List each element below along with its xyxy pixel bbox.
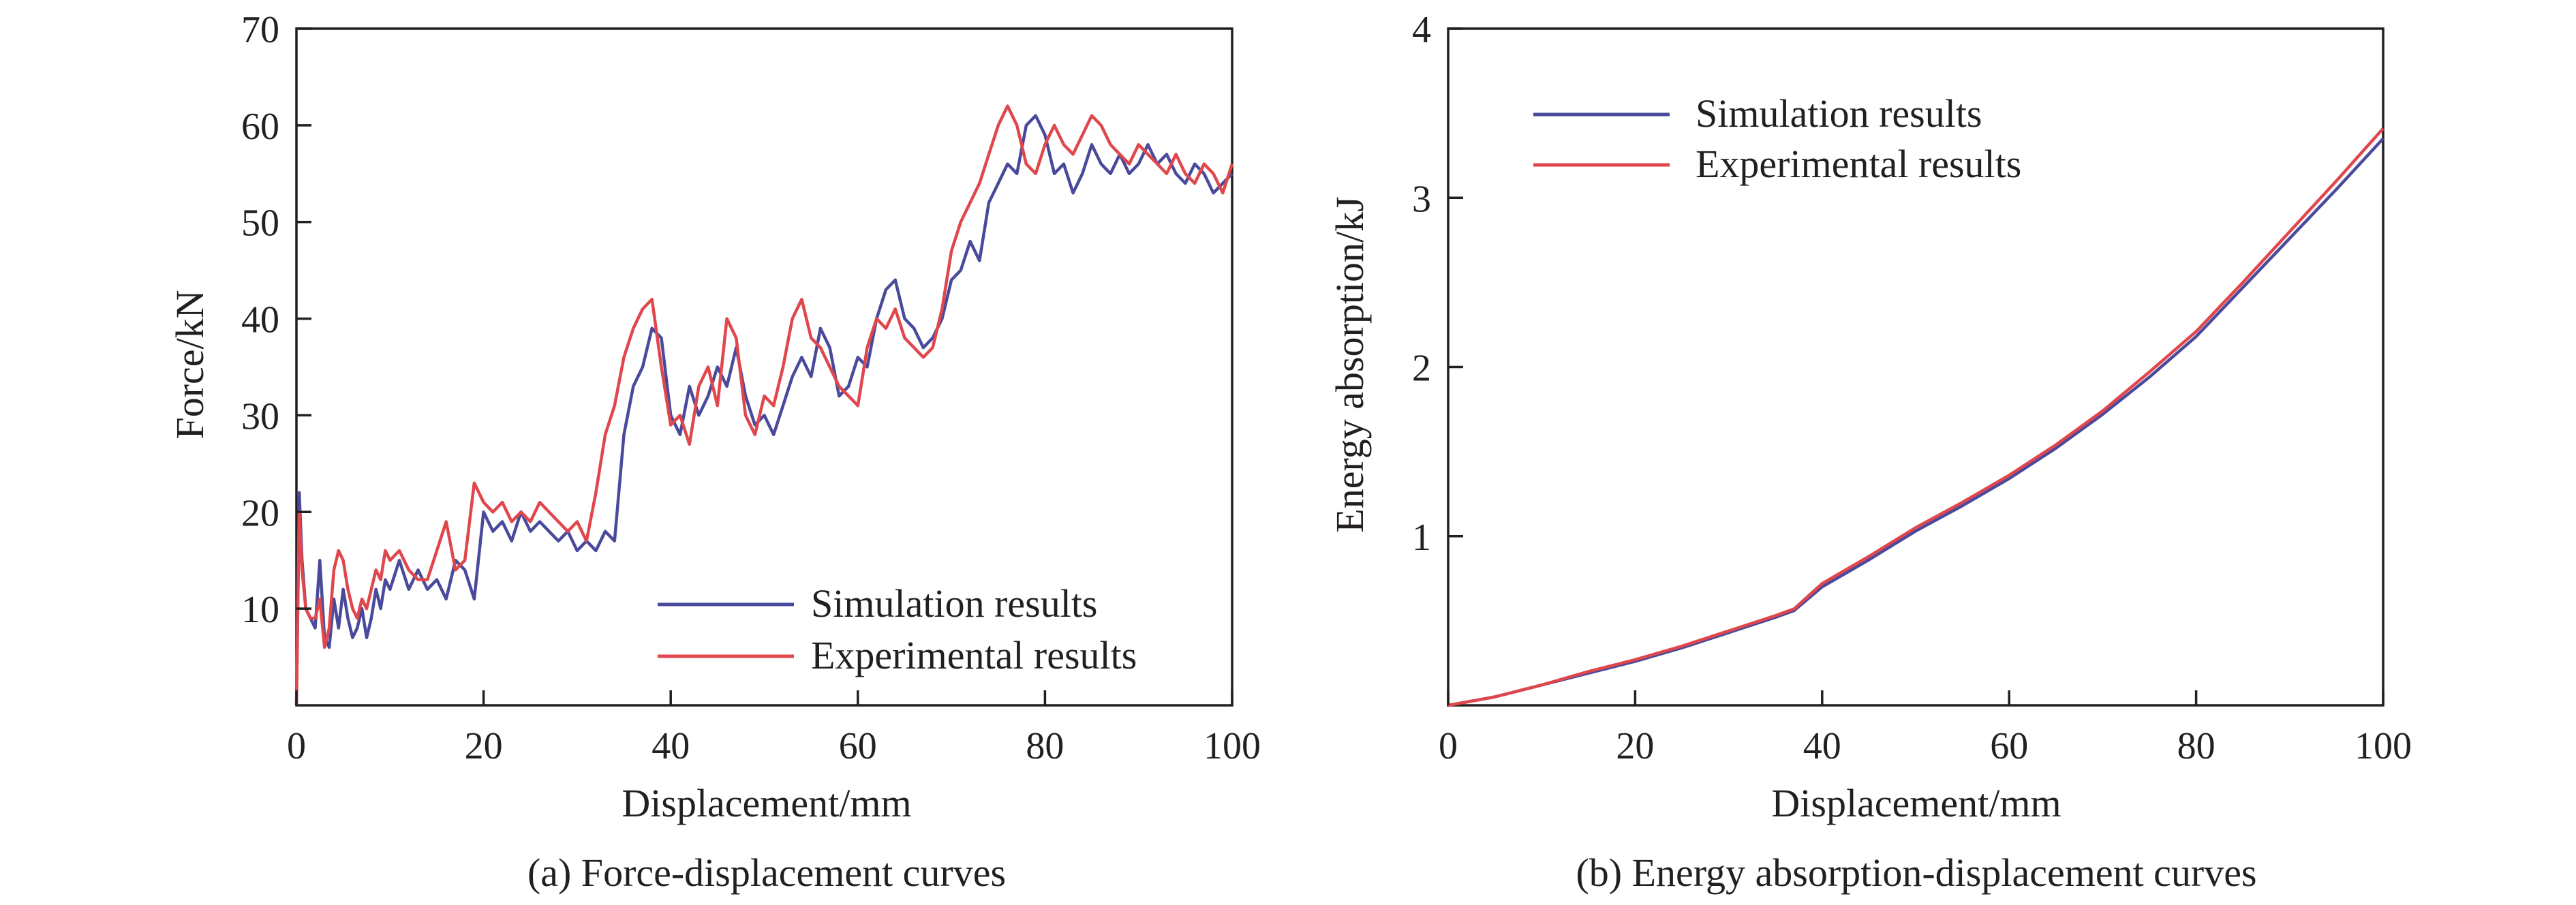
- y-tick-label: 60: [241, 106, 279, 148]
- x-axis-label: Displacement/mm: [622, 781, 911, 825]
- y-tick-label: 20: [241, 492, 279, 534]
- x-tick-label: 80: [2177, 725, 2215, 767]
- panel-energy-absorption: 0 20 40 60 80 100 1 2 3 4 Displacement/mm Energy …: [1328, 9, 2412, 895]
- legend: Simulation results Experimental results: [1533, 91, 2021, 186]
- series-line-simulation: [1447, 137, 2385, 707]
- x-axis-label: Displacement/mm: [1771, 781, 2061, 825]
- y-tick-label: 40: [241, 299, 279, 341]
- series-group: [1447, 127, 2385, 707]
- x-tick-label: 80: [1026, 725, 1064, 767]
- y-tick-label: 3: [1412, 178, 1431, 220]
- x-tick-label: 60: [839, 725, 877, 767]
- x-tick-label: 100: [1203, 725, 1261, 767]
- tick-group: 0 20 40 60 80 100 1 2 3 4: [1412, 9, 2412, 767]
- y-tick-label: 4: [1412, 9, 1431, 51]
- series-line-experimental: [294, 104, 1234, 706]
- legend-label-experimental: Experimental results: [1696, 142, 2021, 186]
- legend-label-simulation: Simulation results: [811, 581, 1098, 626]
- x-tick-label: 0: [287, 725, 306, 767]
- y-tick-label: 50: [241, 202, 279, 245]
- tick-group: 0 20 40 60 80 100 10 20 30 40 50 60 70: [241, 9, 1261, 767]
- x-tick-label: 100: [2355, 725, 2412, 767]
- y-tick-label: 70: [241, 9, 279, 51]
- legend-label-experimental: Experimental results: [811, 633, 1137, 677]
- legend-label-simulation: Simulation results: [1696, 91, 1982, 136]
- x-tick-label: 40: [651, 725, 690, 767]
- series-line-experimental: [1447, 127, 2385, 707]
- axes-frame: [295, 27, 1233, 707]
- y-axis-label: Energy absorption/kJ: [1328, 196, 1372, 532]
- y-tick-label: 30: [241, 395, 279, 438]
- y-axis-label: Force/kN: [168, 290, 212, 439]
- x-tick-label: 20: [465, 725, 503, 767]
- series-group: [294, 104, 1234, 706]
- plot-border: [295, 27, 1233, 707]
- y-tick-label: 2: [1412, 348, 1431, 390]
- x-tick-label: 60: [1990, 725, 2028, 767]
- x-tick-label: 20: [1616, 725, 1654, 767]
- x-tick-label: 0: [1439, 725, 1458, 767]
- x-tick-label: 40: [1803, 725, 1841, 767]
- y-tick-label: 10: [241, 589, 279, 631]
- panel-caption: (a) Force-displacement curves: [527, 850, 1006, 895]
- panel-force-displacement: 0 20 40 60 80 100 10 20 30 40 50 60 70 Displacement/…: [168, 9, 1261, 895]
- y-tick-label: 1: [1412, 517, 1431, 559]
- panel-caption: (b) Energy absorption-displacement curve…: [1576, 850, 2256, 895]
- legend: Simulation results Experimental results: [658, 581, 1137, 677]
